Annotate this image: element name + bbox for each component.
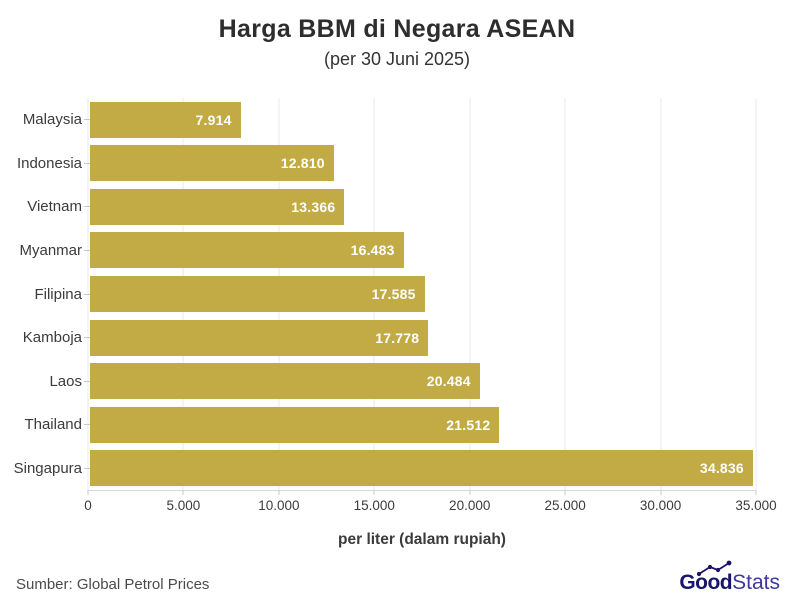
x-tick-label: 35.000	[735, 498, 777, 513]
logo-text-light: Stats	[732, 571, 780, 594]
bar: 34.836	[90, 450, 753, 487]
category-label: Thailand	[24, 416, 82, 434]
bar-row: Vietnam 13.366	[0, 185, 756, 229]
bar-row: Kamboja 17.778	[0, 316, 756, 360]
bar-value-label: 16.483	[350, 242, 395, 259]
category-tick	[84, 380, 90, 382]
category-tick	[84, 162, 90, 164]
bar: 7.914	[90, 101, 241, 138]
bar-value-label: 17.585	[371, 286, 416, 303]
x-tick-mark	[87, 490, 89, 495]
x-tick-label: 25.000	[544, 498, 586, 513]
bar-row: Laos 20.484	[0, 359, 756, 403]
x-axis-title: per liter (dalam rupiah)	[338, 531, 506, 548]
x-tick-mark	[278, 490, 280, 495]
bar-track: 7.914	[90, 101, 756, 138]
bar-track: 17.585	[90, 276, 756, 313]
gridline	[660, 98, 662, 490]
x-tick-labels: 0 5.000 10.000 15.000 20.000 25.000 30.000 35.0…	[84, 498, 776, 516]
logo-sparkline-icon	[697, 560, 732, 577]
gridline	[564, 98, 566, 490]
bar-track: 17.778	[90, 319, 756, 356]
bar: 17.778	[90, 319, 429, 356]
x-tick-label: 15.000	[353, 498, 395, 513]
bar: 16.483	[90, 232, 404, 269]
category-tick	[84, 467, 90, 469]
bar: 17.585	[90, 276, 425, 313]
bar-track: 13.366	[90, 188, 756, 225]
bar-value-label: 20.484	[426, 373, 471, 390]
plot-area: Malaysia 7.914 Indonesia 12.810 Vietnam 13.36…	[0, 98, 794, 490]
x-tick-mark	[469, 490, 471, 495]
bar-row: Indonesia 12.810	[0, 142, 756, 186]
bar: 13.366	[90, 188, 345, 225]
x-tick-label: 20.000	[449, 498, 491, 513]
x-tick-label: 10.000	[258, 498, 300, 513]
bar-track: 12.810	[90, 145, 756, 182]
chart-title: Harga BBM di Negara ASEAN	[218, 15, 576, 43]
category-tick	[84, 119, 90, 121]
gridline	[469, 98, 471, 490]
category-label: Indonesia	[16, 154, 82, 172]
bar-row: Filipina 17.585	[0, 272, 756, 316]
footer: Sumber: Global Petrol Prices GoodStats	[16, 560, 780, 593]
category-tick	[84, 293, 90, 295]
bar-track: 20.484	[90, 363, 756, 400]
bar-rows: Malaysia 7.914 Indonesia 12.810 Vietnam 13.36…	[0, 98, 756, 490]
category-label: Malaysia	[22, 111, 82, 129]
category-label: Filipina	[34, 285, 82, 303]
bar-track: 16.483	[90, 232, 756, 269]
bar-row: Malaysia 7.914	[0, 98, 756, 142]
goodstats-logo: GoodStats	[679, 560, 780, 593]
gridline	[755, 98, 757, 490]
x-tick-label: 0	[84, 498, 92, 513]
bar-track: 21.512	[90, 406, 756, 443]
bar-row: Myanmar 16.483	[0, 229, 756, 273]
bar-value-label: 17.778	[375, 329, 420, 346]
category-label: Kamboja	[22, 329, 82, 347]
bar: 20.484	[90, 363, 480, 400]
x-axis-line	[87, 490, 757, 495]
bar-value-label: 7.914	[195, 111, 232, 128]
x-tick-mark	[660, 490, 662, 495]
x-tick-mark	[564, 490, 566, 495]
category-label: Laos	[49, 372, 82, 390]
category-label: Singapura	[13, 459, 82, 477]
bar-row: Singapura 34.836	[0, 447, 756, 491]
category-tick	[84, 337, 90, 339]
logo-text-bold: Good	[679, 571, 733, 594]
x-tick-mark	[182, 490, 184, 495]
category-tick	[84, 424, 90, 426]
x-tick-label: 5.000	[166, 498, 201, 513]
category-label: Vietnam	[27, 198, 82, 216]
category-tick	[84, 206, 90, 208]
x-tick-mark	[755, 490, 757, 495]
x-tick-mark	[373, 490, 375, 495]
bar-track: 34.836	[90, 450, 756, 487]
source-text: Sumber: Global Petrol Prices	[16, 576, 210, 593]
chart-subtitle: (per 30 Juni 2025)	[323, 49, 471, 69]
bar: 12.810	[90, 145, 334, 182]
bar-row: Thailand 21.512	[0, 403, 756, 447]
logo-text: GoodStats	[679, 572, 780, 593]
x-tick-label: 30.000	[639, 498, 682, 513]
bar-value-label: 21.512	[446, 416, 491, 433]
category-label: Myanmar	[19, 241, 82, 259]
category-tick	[84, 249, 90, 251]
bar-value-label: 13.366	[291, 198, 336, 215]
bar-value-label: 12.810	[280, 155, 325, 172]
bar: 21.512	[90, 406, 500, 443]
bar-value-label: 34.836	[699, 460, 744, 477]
